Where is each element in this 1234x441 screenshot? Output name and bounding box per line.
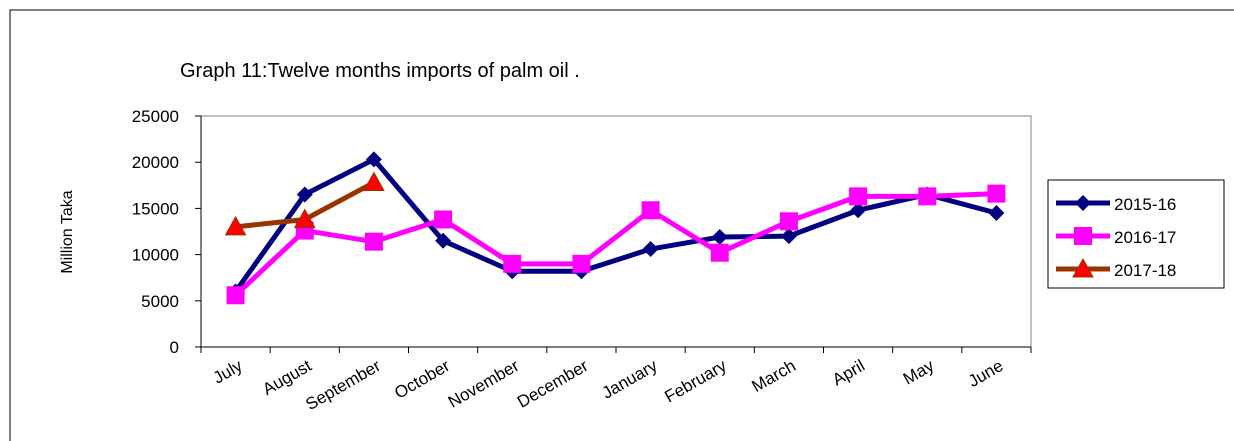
data-point [363,171,385,192]
x-tick-label: April [829,356,868,389]
series-line [233,156,998,294]
y-axis-label: Million Taka [59,190,76,273]
y-tick-label: 0 [170,338,179,357]
legend-marker [1074,227,1092,245]
data-point [850,202,867,219]
data-point [711,229,728,246]
data-point [918,187,937,206]
x-tick-label: November [445,356,523,412]
data-point [849,187,868,206]
chart-title: Graph 11:Twelve months imports of palm o… [180,60,580,82]
data-point [572,254,591,273]
data-point [641,201,660,220]
x-tick-label: June [965,356,1006,391]
data-point [293,208,316,228]
data-point [987,184,1006,203]
data-point [642,241,659,258]
legend-label: 2016-17 [1114,228,1176,247]
x-tick-label: January [599,356,661,403]
legend-label: 2015-16 [1114,195,1176,214]
data-point [365,151,382,168]
x-tick-label: September [302,356,384,414]
data-point [224,215,247,236]
series-line [233,191,997,298]
x-tick-label: December [514,356,592,412]
x-tick-label: February [661,356,730,407]
legend-marker [1072,257,1094,278]
data-point [503,254,522,273]
x-tick-label: August [259,356,315,399]
x-tick-label: March [749,356,799,396]
x-tick-label: May [900,356,938,389]
data-point [296,186,313,203]
data-point [710,243,729,262]
data-point [226,286,245,305]
data-point [435,232,452,249]
legend-label: 2017-18 [1114,261,1176,280]
legend-marker [1075,195,1091,211]
y-tick-label: 15000 [132,199,179,218]
y-tick-label: 25000 [132,107,179,126]
y-tick-label: 10000 [132,246,179,265]
data-point [780,228,797,245]
data-point [779,212,798,231]
data-point [988,205,1005,222]
data-point [434,210,453,229]
y-tick-label: 5000 [141,292,179,311]
x-tick-label: July [210,356,246,388]
data-point [364,232,383,251]
y-tick-label: 20000 [132,153,179,172]
chart-frame [9,9,1234,441]
